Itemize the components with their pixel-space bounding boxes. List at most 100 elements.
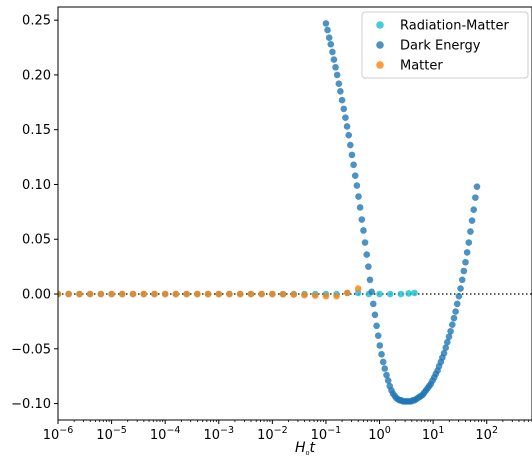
data-point [365,263,372,270]
data-point [330,56,338,63]
y-tick-label: 0.15 [22,123,51,138]
data-point [97,290,105,298]
data-point [338,96,346,104]
data-point [405,290,412,297]
data-point [383,371,390,379]
data-point [376,342,384,349]
y-tick-label: 0.20 [22,68,51,83]
data-point [465,239,473,246]
data-point [353,182,361,189]
data-point [374,332,382,339]
data-point [215,290,223,298]
data-point [463,249,471,256]
data-point [332,63,339,71]
x-tick-label: 10−5 [96,425,127,443]
data-point [269,290,276,298]
data-point [333,71,341,79]
data-point [301,291,308,299]
data-point [455,292,463,300]
x-tick-label: 10−4 [150,425,181,443]
legend-marker [376,21,384,29]
legend-label: Radiation-Matter [400,19,510,34]
data-point [462,258,469,266]
data-point [361,239,369,246]
data-point [236,290,244,298]
x-axis-label: H₀t [295,440,316,458]
data-point [379,358,387,366]
data-point [343,123,351,130]
data-point [311,292,319,299]
x-tick-label: 102 [475,425,498,443]
data-point [473,183,481,190]
legend-marker [376,41,384,49]
data-point [356,204,364,211]
y-tick-label: 0.10 [22,178,51,193]
data-point [452,308,459,315]
data-point [371,311,379,319]
data-point [327,40,335,48]
data-point [350,161,357,169]
x-tick-label: 10−3 [203,425,234,443]
y-tick-label: −0.10 [11,397,51,412]
data-point [373,322,380,330]
data-point [347,141,354,149]
series-dark-energy [322,20,481,405]
data-point [449,321,456,328]
data-point [324,26,331,34]
data-point [360,227,367,234]
y-tick-label: 0.05 [22,233,51,248]
data-point [226,290,233,298]
x-tick-label: 10−2 [257,425,288,443]
data-point [381,365,389,372]
data-point [450,314,458,322]
data-point [279,291,287,298]
series-matter [58,285,362,300]
data-point [247,290,255,298]
data-point [355,193,362,200]
data-point [440,349,448,357]
data-point [468,217,476,224]
data-point [472,194,479,201]
x-tick-label: 10−1 [311,425,342,443]
data-point [58,290,62,298]
legend-frame [361,11,529,79]
data-point [378,350,385,358]
data-point [333,292,340,300]
data-point [460,267,468,275]
data-point [444,338,451,346]
y-tick-label: 0.00 [22,288,51,303]
data-point [345,131,353,139]
data-point [337,88,344,95]
data-point [183,290,190,298]
data-point [194,290,201,298]
data-point [457,285,464,292]
data-point [140,290,148,298]
data-point [129,290,137,298]
data-point [172,290,180,298]
data-point [290,291,298,298]
data-point [458,276,466,284]
data-point [370,300,377,308]
legend-label: Dark Energy [400,39,481,54]
data-point [322,20,330,27]
y-tick-label: −0.05 [11,342,51,357]
data-point [348,151,356,159]
data-point [86,290,94,298]
data-point [397,290,405,298]
data-point [342,114,349,121]
legend: Radiation-Matter Dark Energy Matter [361,11,529,79]
data-point [322,292,330,300]
data-point [108,290,115,298]
data-point [447,327,454,335]
data-point [358,216,366,223]
data-point [366,276,374,284]
data-point [453,300,461,308]
data-point [329,48,336,56]
axes: −0.10 −0.05 0.00 0.05 0.10 0.15 0.20 0.25 10−6 10… [11,6,532,443]
data-point [354,285,362,292]
data-point [368,288,375,296]
data-point [386,290,394,298]
data-point [76,290,83,298]
x-tick-label: 101 [422,425,445,443]
y-tick-label: 0.25 [22,14,51,29]
